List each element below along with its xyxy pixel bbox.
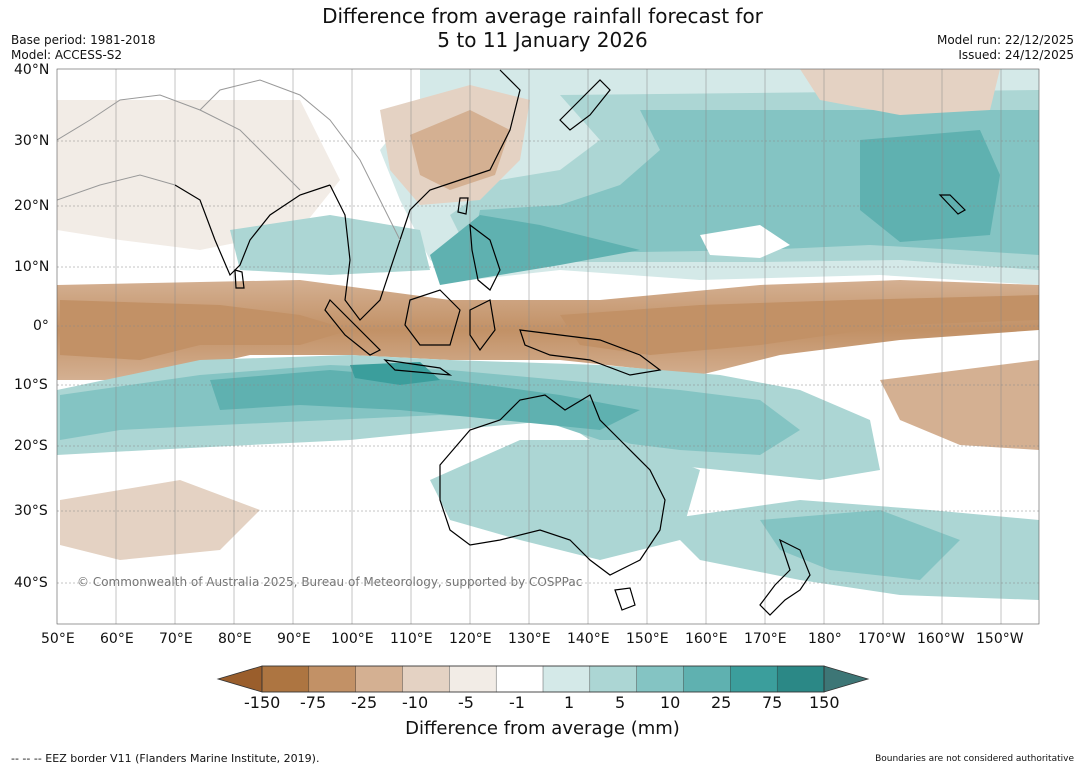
coast-borneo xyxy=(404,289,461,346)
teal-darker-philippines xyxy=(430,215,640,285)
teal-bay-of-bengal xyxy=(230,215,430,275)
colorbar-tick: -1 xyxy=(509,693,525,712)
teal-south-band-darkest xyxy=(350,362,440,385)
brown-south-indian xyxy=(60,480,260,560)
chart-title-line1: Difference from average rainfall forecas… xyxy=(322,4,763,28)
country-borders xyxy=(57,79,401,241)
colorbar-segment xyxy=(730,665,778,693)
brown-se-pacific xyxy=(880,360,1039,450)
lat-label: 0° xyxy=(33,318,49,334)
colorbar-tick: -75 xyxy=(300,693,327,712)
colorbar-arrow-left xyxy=(216,665,263,693)
lon-label: 160°E xyxy=(685,631,728,647)
colorbar-segment xyxy=(542,665,591,693)
graticule xyxy=(57,69,1039,624)
colorbar-segment xyxy=(261,665,310,693)
lon-label: 60°E xyxy=(100,631,134,647)
issued-date: Issued: 24/12/2025 xyxy=(958,48,1074,62)
lon-label: 170°E xyxy=(744,631,787,647)
equatorial-brown-core-east xyxy=(560,295,1039,355)
coast-sri-lanka xyxy=(234,269,245,289)
lon-label: 50°E xyxy=(41,631,75,647)
lat-label: 40°S xyxy=(14,575,48,591)
equatorial-brown-core xyxy=(60,300,350,360)
brown-east-asia-core xyxy=(410,110,510,190)
colorbar-tick: 25 xyxy=(711,693,732,712)
colorbar-segment xyxy=(449,665,497,693)
coast-new-zealand xyxy=(759,538,811,616)
lon-label: 120°E xyxy=(449,631,492,647)
lon-label: 130°E xyxy=(508,631,551,647)
colorbar xyxy=(216,665,870,693)
colorbar-segment xyxy=(776,665,825,693)
coast-taiwan xyxy=(457,197,469,215)
lat-label: 20°N xyxy=(14,198,50,214)
colorbar-tick: 150 xyxy=(809,693,840,712)
teal-southern-tasman-mid xyxy=(760,510,960,580)
colorbar-tick: -10 xyxy=(402,693,429,712)
lon-label: 80°E xyxy=(218,631,252,647)
model-run-date: Model run: 22/12/2025 xyxy=(936,33,1074,47)
lon-label: 100°E xyxy=(331,631,374,647)
copyright-notice: © Commonwealth of Australia 2025, Bureau… xyxy=(77,575,583,589)
colorbar-segment xyxy=(683,665,732,693)
lon-label: 110°E xyxy=(390,631,433,647)
colorbar-frame xyxy=(261,665,825,693)
colorbar-segment xyxy=(636,665,685,693)
map-frame xyxy=(56,68,1040,625)
boundaries-note: Boundaries are not considered authoritat… xyxy=(875,754,1074,764)
lon-label: 150°W xyxy=(976,631,1024,647)
colorbar-label: Difference from average (mm) xyxy=(405,718,680,739)
coast-sulawesi xyxy=(469,299,496,352)
coast-philippines xyxy=(469,223,501,291)
colorbar-tick: -150 xyxy=(244,693,281,712)
colorbar-tick: 10 xyxy=(660,693,681,712)
eez-border-note: -- -- -- EEZ border V11 (Flanders Marine… xyxy=(11,752,320,765)
base-period: Base period: 1981-2018 xyxy=(11,33,156,47)
teal-darker-central-pacific xyxy=(860,130,1000,242)
lat-label: 30°S xyxy=(14,503,48,519)
colorbar-segment xyxy=(402,665,451,693)
teal-australia-east xyxy=(430,440,700,560)
lon-label: 180° xyxy=(808,631,842,647)
brown-nw-pacific xyxy=(800,69,1000,115)
lat-label: 10°S xyxy=(14,377,48,393)
coast-tasmania xyxy=(614,587,636,611)
colorbar-segments xyxy=(216,665,870,693)
lat-label: 20°S xyxy=(14,438,48,454)
lon-label: 150°E xyxy=(626,631,669,647)
brown-west-asia xyxy=(57,100,340,250)
coast-australia xyxy=(439,394,666,576)
lon-label: 70°E xyxy=(159,631,193,647)
coast-hawaii xyxy=(938,194,966,215)
colorbar-segment xyxy=(589,665,638,693)
colorbar-segment xyxy=(495,665,544,693)
coast-japan xyxy=(559,79,611,131)
colorbar-arrow-right xyxy=(823,665,870,693)
lat-label: 40°N xyxy=(14,62,50,78)
rainfall-anomaly-field xyxy=(57,69,1039,624)
colorbar-tick: 75 xyxy=(762,693,783,712)
lon-label: 140°E xyxy=(567,631,610,647)
lat-label: 30°N xyxy=(14,133,50,149)
lon-label: 170°W xyxy=(858,631,906,647)
coast-new-guinea xyxy=(519,329,662,376)
colorbar-segment xyxy=(355,665,404,693)
colorbar-tick: 5 xyxy=(615,693,626,712)
lat-label: 10°N xyxy=(14,259,50,275)
colorbar-tick: 1 xyxy=(564,693,575,712)
chart-title-line2: 5 to 11 January 2026 xyxy=(437,28,648,52)
colorbar-segment xyxy=(308,665,357,693)
white-patch-pacific xyxy=(700,225,790,258)
lon-label: 160°W xyxy=(917,631,965,647)
lon-label: 90°E xyxy=(277,631,311,647)
colorbar-tick: -25 xyxy=(351,693,378,712)
model-name: Model: ACCESS-S2 xyxy=(11,48,123,62)
coast-india xyxy=(174,184,331,277)
coast-sumatra xyxy=(324,298,382,356)
colorbar-tick: -5 xyxy=(458,693,474,712)
coast-java xyxy=(383,359,453,376)
